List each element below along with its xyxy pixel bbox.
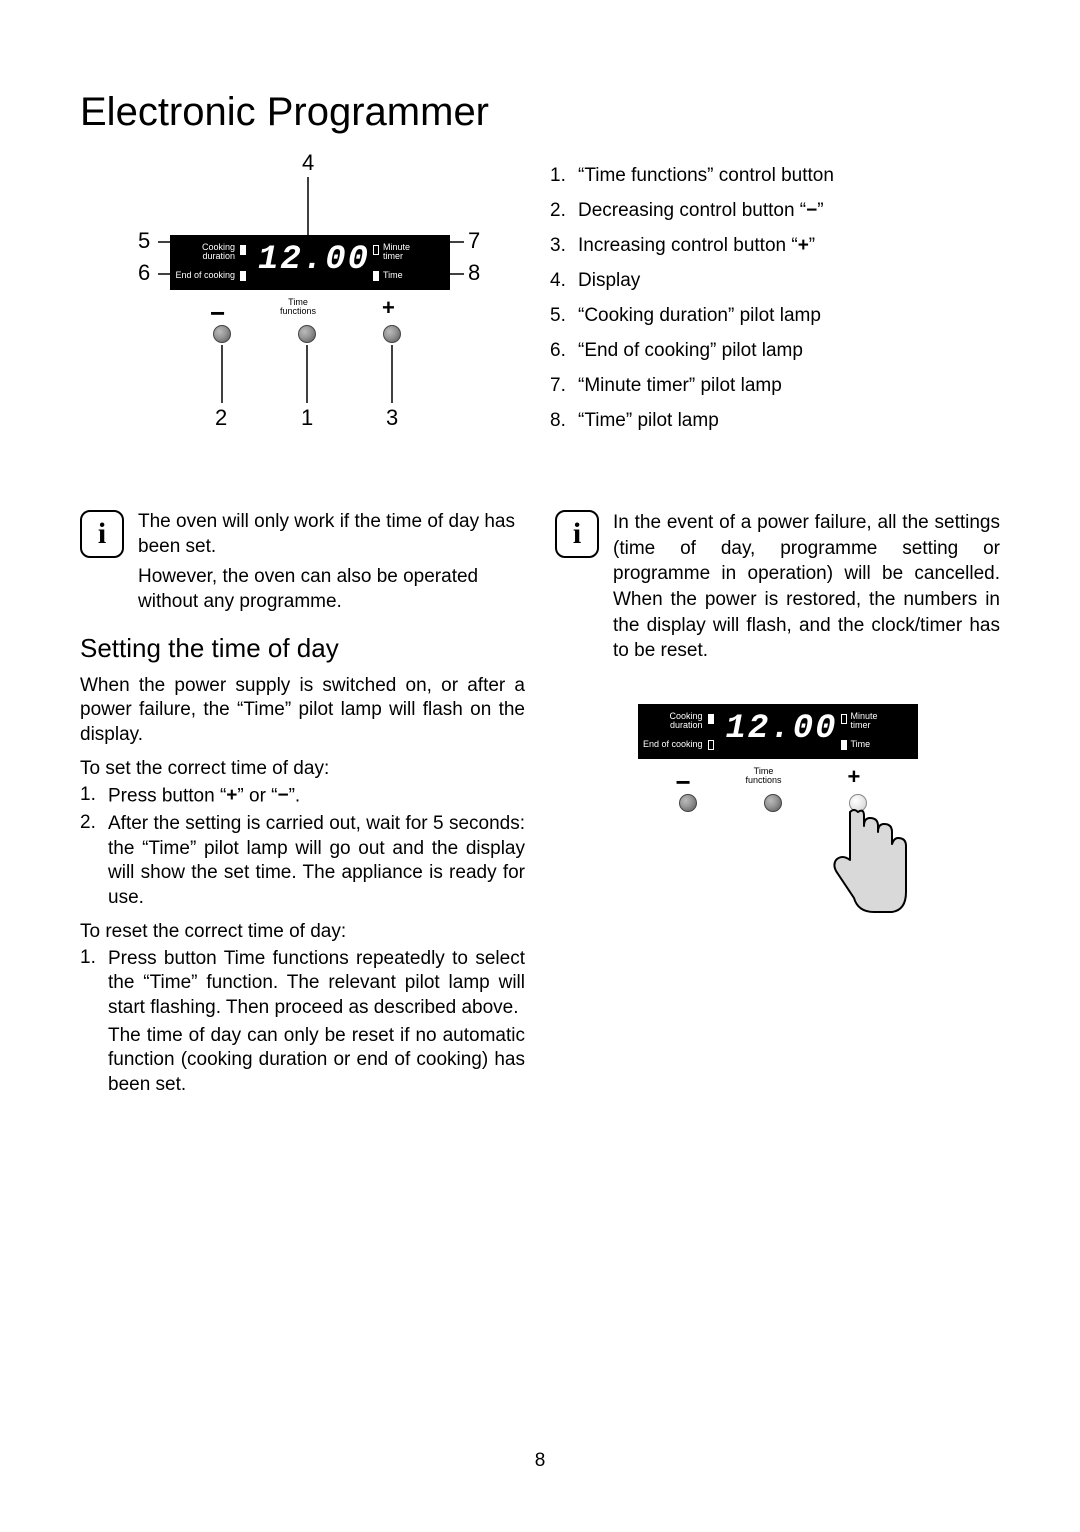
label-time-functions: Timefunctions xyxy=(280,298,316,317)
knob-time-functions xyxy=(764,794,782,812)
legend-item: 1.“Time functions” control button xyxy=(550,165,1000,187)
display-panel: Cookingduration End of cooking Minutetim… xyxy=(638,704,918,759)
knob-plus xyxy=(383,325,401,343)
callout-2: 2 xyxy=(215,405,227,431)
programmer-diagram: Cookingduration End of cooking Minutetim… xyxy=(80,155,520,455)
callout-6: 6 xyxy=(138,260,150,286)
plus-icon: + xyxy=(226,784,237,809)
info-subtext: However, the oven can also be operated w… xyxy=(138,565,525,614)
paragraph: When the power supply is switched on, or… xyxy=(80,674,525,748)
legend-item: 8.“Time” pilot lamp xyxy=(550,410,1000,432)
step-item: 1. Press button “+” or “−”. xyxy=(80,784,525,809)
info-text: In the event of a power failure, all the… xyxy=(613,510,1000,664)
legend-item: 5.“Cooking duration” pilot lamp xyxy=(550,305,1000,327)
pilot-end-of-cooking xyxy=(708,740,714,750)
callout-5: 5 xyxy=(138,228,150,254)
plus-icon: + xyxy=(848,764,861,790)
steps-list: 1. Press button Time functions repeatedl… xyxy=(80,947,525,1021)
legend-item: 7.“Minute timer” pilot lamp xyxy=(550,375,1000,397)
label-end-of-cooking: End of cooking xyxy=(174,271,235,280)
page-title: Electronic Programmer xyxy=(80,90,1000,135)
time-display: 12.00 xyxy=(726,710,838,748)
label-time-functions: Timefunctions xyxy=(746,767,782,786)
pilot-minute-timer xyxy=(841,714,847,724)
label-end-of-cooking: End of cooking xyxy=(642,740,703,749)
minus-icon: − xyxy=(806,200,817,222)
callout-1: 1 xyxy=(301,405,313,431)
display-panel: Cookingduration End of cooking Minutetim… xyxy=(170,235,450,290)
knob-minus xyxy=(679,794,697,812)
step-item: 1. Press button Time functions repeatedl… xyxy=(80,947,525,1021)
steps-list: 1. Press button “+” or “−”. 2. After the… xyxy=(80,784,525,911)
label-minute-timer: Minutetimer xyxy=(851,712,878,731)
label-time: Time xyxy=(851,740,871,749)
info-text: The oven will only work if the time of d… xyxy=(138,510,525,559)
callout-8: 8 xyxy=(468,260,480,286)
info-icon: i xyxy=(555,510,599,558)
section-heading: Setting the time of day xyxy=(80,633,525,664)
page-number: 8 xyxy=(0,1450,1080,1472)
pilot-time xyxy=(841,740,847,750)
pilot-end-of-cooking xyxy=(240,271,246,281)
pilot-cooking-duration xyxy=(240,245,246,255)
legend-list: 1.“Time functions” control button 2.Decr… xyxy=(550,165,1000,432)
plus-icon: + xyxy=(798,235,809,257)
legend-item: 4.Display xyxy=(550,270,1000,292)
callout-4: 4 xyxy=(302,150,314,176)
callout-3: 3 xyxy=(386,405,398,431)
pilot-cooking-duration xyxy=(708,714,714,724)
legend-item: 6.“End of cooking” pilot lamp xyxy=(550,340,1000,362)
knob-minus xyxy=(213,325,231,343)
sub-heading: To set the correct time of day: xyxy=(80,758,525,780)
knob-time-functions xyxy=(298,325,316,343)
note-text: The time of day can only be reset if no … xyxy=(108,1024,525,1098)
label-minute-timer: Minutetimer xyxy=(383,243,410,262)
info-icon: i xyxy=(80,510,124,558)
pilot-minute-timer xyxy=(373,245,379,255)
sub-heading: To reset the correct time of day: xyxy=(80,921,525,943)
legend-item: 3.Increasing control button “+” xyxy=(550,235,1000,257)
legend-item: 2.Decreasing control button “−” xyxy=(550,200,1000,222)
minus-icon: − xyxy=(278,784,289,809)
label-time: Time xyxy=(383,271,403,280)
hand-icon xyxy=(828,802,918,932)
callout-7: 7 xyxy=(468,228,480,254)
plus-icon: + xyxy=(382,295,395,321)
pilot-time xyxy=(373,271,379,281)
label-cooking-duration: Cookingduration xyxy=(658,712,703,731)
press-button-diagram: Cookingduration End of cooking Minutetim… xyxy=(628,704,928,944)
label-cooking-duration: Cookingduration xyxy=(190,243,235,262)
time-display: 12.00 xyxy=(258,241,370,279)
step-item: 2. After the setting is carried out, wai… xyxy=(80,812,525,911)
